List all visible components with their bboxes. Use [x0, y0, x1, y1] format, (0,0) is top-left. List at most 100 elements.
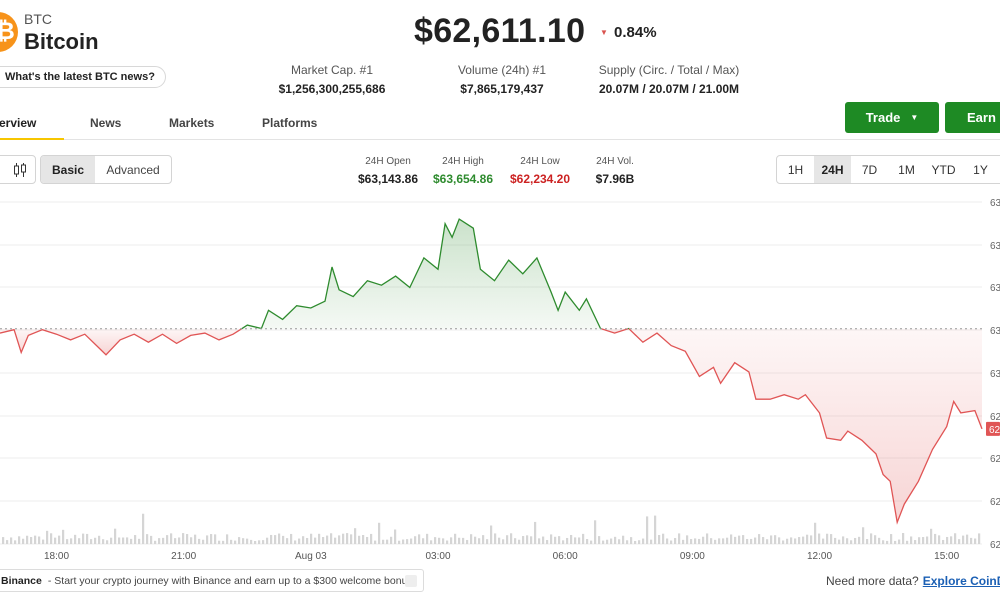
volume-bar [866, 539, 869, 544]
volume-bar [110, 537, 113, 544]
close-icon[interactable] [405, 575, 417, 587]
range-ytd-button[interactable]: YTD [931, 162, 956, 177]
volume-bar [330, 533, 333, 544]
volume-bar [66, 539, 69, 544]
volume-bar [326, 535, 329, 544]
volume-bar [906, 540, 909, 544]
volume-bar [518, 539, 521, 544]
volume-bar [246, 538, 249, 544]
volume-bar [38, 536, 41, 544]
y-tick-label: 62 [990, 497, 1000, 508]
volume-bar [234, 540, 237, 544]
volume-bar [146, 534, 149, 544]
area-above-open [241, 219, 602, 329]
range-24h-button[interactable]: 24H [814, 156, 851, 183]
volume-bar [418, 534, 421, 544]
x-tick-label: 12:00 [807, 551, 832, 562]
volume-bar [706, 533, 709, 544]
volume-bar [602, 540, 605, 544]
volume-bar [98, 535, 101, 544]
volume-bar [686, 535, 689, 544]
volume-bar [798, 537, 801, 544]
volume-bar [566, 537, 569, 544]
volume-bar [830, 534, 833, 544]
kpi-value: $63,143.86 [357, 172, 419, 186]
tab-overview[interactable]: Overview [0, 116, 37, 130]
area-below-open [601, 328, 628, 334]
volume-bar [50, 533, 53, 544]
volume-bar [690, 539, 693, 544]
volume-bar [834, 537, 837, 544]
volume-bar [766, 539, 769, 544]
y-tick-label: 62 [990, 454, 1000, 465]
volume-bar [886, 540, 889, 544]
volume-bar [782, 540, 785, 544]
y-tick-label: 63 [990, 198, 1000, 209]
volume-bar [266, 537, 269, 544]
stat-value: $7,865,179,437 [460, 82, 544, 96]
volume-bar [714, 539, 717, 544]
volume-bar [126, 537, 129, 544]
range-1m-button[interactable]: 1M [898, 162, 915, 177]
volume-bar [226, 534, 229, 544]
volume-bar [970, 537, 973, 544]
volume-bar [58, 535, 61, 544]
explore-link[interactable]: Explore CoinDesk [922, 574, 1000, 588]
price-chart[interactable]: 63 63 63 63 63 62 62 62 62 18:00 21:00 Aug 03 03:00 0… [0, 192, 1000, 566]
volume-bar [382, 539, 385, 544]
promo-text: - Start your crypto journey with Binance… [47, 574, 416, 587]
kpi-value: $62,234.20 [509, 172, 571, 186]
volume-bar [682, 539, 685, 544]
tab-markets[interactable]: Markets [169, 116, 215, 130]
tab-news[interactable]: News [90, 116, 122, 130]
latest-news-button[interactable]: What's the latest BTC news? [0, 66, 166, 88]
volume-bar [198, 538, 201, 544]
advanced-mode-button[interactable]: Advanced [106, 162, 160, 177]
volume-bar [74, 534, 77, 544]
candlestick-toggle-button[interactable] [0, 155, 36, 184]
volume-bar [42, 539, 45, 544]
volume-bar [574, 537, 577, 544]
volume-bar [934, 533, 937, 544]
promo-banner[interactable]: Binance - Start your crypto journey with… [0, 569, 424, 592]
volume-bar [166, 535, 169, 544]
volume-bar [218, 540, 221, 544]
volume-bar [2, 537, 5, 544]
promo-brand: Binance [1, 574, 42, 587]
earn-button[interactable]: Earn [945, 102, 1000, 133]
x-tick-label: 03:00 [425, 551, 450, 562]
volume-bar [358, 535, 361, 544]
volume-bar [202, 539, 205, 544]
volume-bar [402, 539, 405, 544]
volume-bar [374, 540, 377, 544]
volume-bar [342, 533, 345, 544]
volume-bar [282, 535, 285, 544]
volume-bar [502, 539, 505, 544]
volume-bar [398, 540, 401, 544]
volume-bar [514, 538, 517, 544]
volume-bar [430, 540, 433, 544]
kpi-24h-low: 24H Low $62,234.20 [502, 156, 578, 186]
price-line-segment [628, 328, 983, 525]
volume-bar [294, 540, 297, 544]
volume-bar [622, 535, 625, 544]
basic-mode-button[interactable]: Basic [41, 156, 95, 183]
range-1h-button[interactable]: 1H [787, 162, 804, 177]
volume-bar [838, 539, 841, 544]
volume-bar [258, 540, 261, 544]
volume-bar [610, 538, 613, 544]
range-1y-button[interactable]: 1Y [973, 162, 988, 177]
tab-platforms[interactable]: Platforms [262, 116, 318, 130]
volume-bar [962, 535, 965, 544]
volume-bar [758, 534, 761, 544]
y-tick-label: 63 [990, 369, 1000, 380]
volume-bar [362, 534, 365, 544]
x-tick-label: 06:00 [553, 551, 578, 562]
trade-button[interactable]: Trade ▼ [845, 102, 939, 133]
candlestick-icon [14, 162, 26, 177]
volume-bar [334, 537, 337, 544]
volume-bar [26, 535, 29, 544]
range-7d-button[interactable]: 7D [861, 162, 878, 177]
volume-bar [322, 537, 325, 544]
volume-bar [422, 538, 425, 544]
